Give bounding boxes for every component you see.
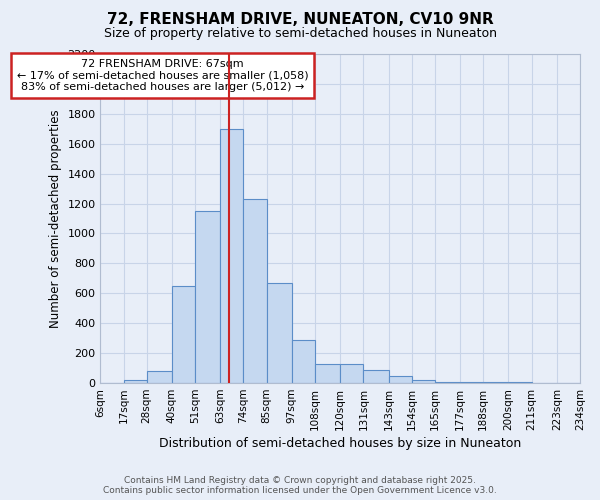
Text: 72 FRENSHAM DRIVE: 67sqm
← 17% of semi-detached houses are smaller (1,058)
83% o: 72 FRENSHAM DRIVE: 67sqm ← 17% of semi-d… (17, 59, 308, 92)
Bar (435, 382, 460, 383)
Y-axis label: Number of semi-detached properties: Number of semi-detached properties (49, 109, 62, 328)
Bar (244, 199, 266, 383)
Bar (195, 211, 220, 383)
Bar (315, 364, 340, 383)
Bar (220, 129, 244, 383)
Bar (412, 380, 435, 383)
Bar (364, 370, 389, 383)
Text: Contains HM Land Registry data © Crown copyright and database right 2025.
Contai: Contains HM Land Registry data © Crown c… (103, 476, 497, 495)
X-axis label: Distribution of semi-detached houses by size in Nuneaton: Distribution of semi-detached houses by … (159, 437, 521, 450)
Bar (292, 340, 315, 383)
Bar (508, 382, 532, 383)
Bar (483, 382, 508, 383)
Bar (460, 382, 483, 383)
Text: 72, FRENSHAM DRIVE, NUNEATON, CV10 9NR: 72, FRENSHAM DRIVE, NUNEATON, CV10 9NR (107, 12, 493, 28)
Text: Size of property relative to semi-detached houses in Nuneaton: Size of property relative to semi-detach… (104, 28, 497, 40)
Bar (146, 371, 172, 383)
Bar (266, 283, 292, 383)
Bar (389, 376, 412, 383)
Bar (340, 364, 364, 383)
Bar (172, 286, 195, 383)
Bar (124, 380, 146, 383)
